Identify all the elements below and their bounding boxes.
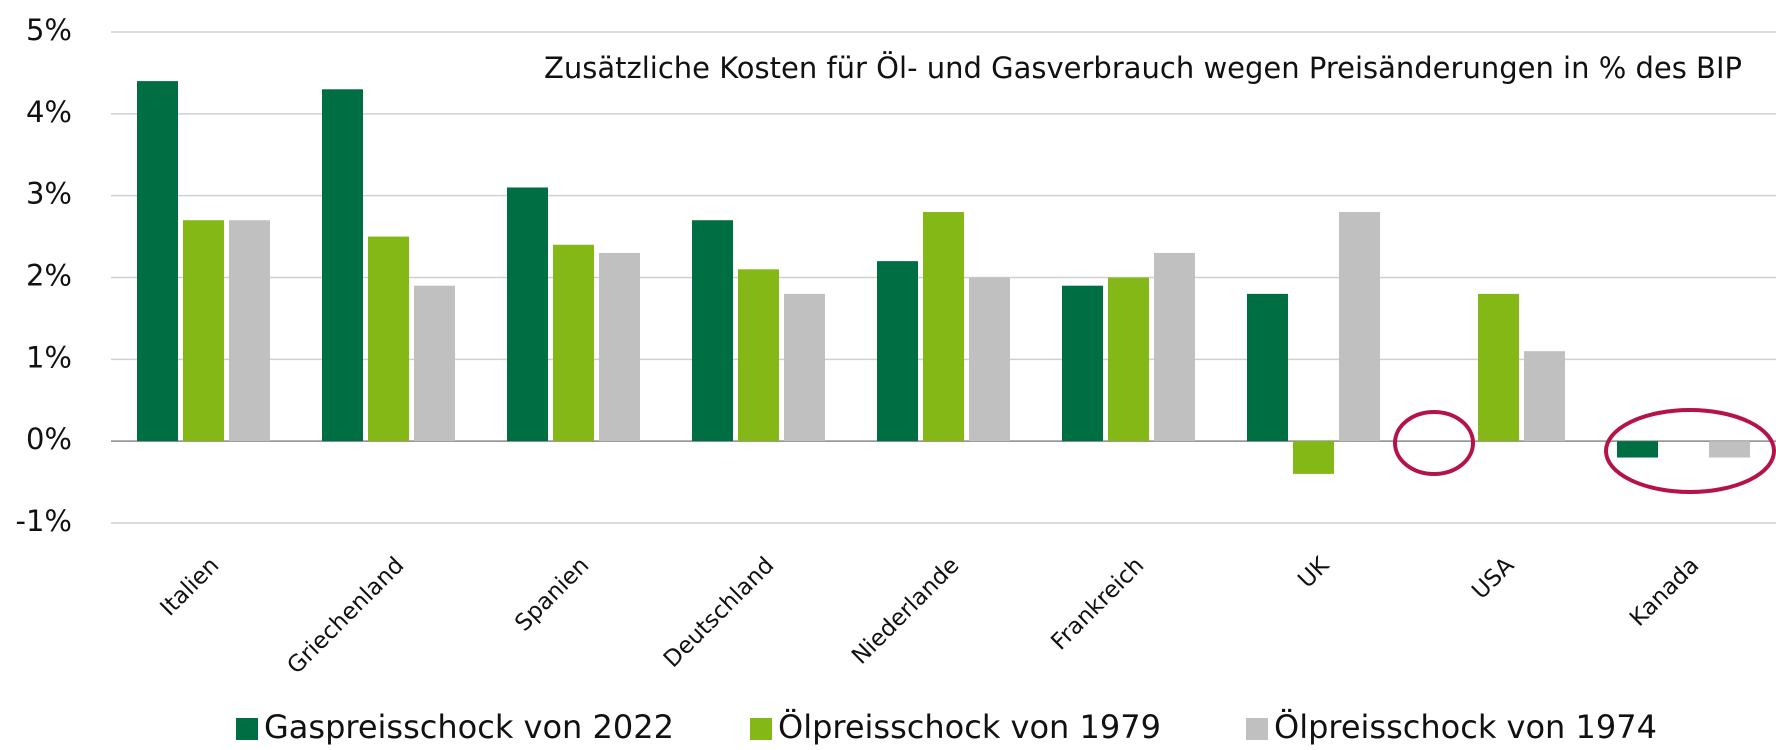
bar <box>322 89 363 442</box>
bar <box>1062 285 1103 442</box>
legend-label: Ölpreisschock von 1974 <box>1274 708 1657 746</box>
x-tick-label: Spanien <box>510 552 594 636</box>
highlight-circle <box>1393 410 1475 476</box>
x-tick-label: USA <box>1467 552 1519 604</box>
bar <box>1108 277 1149 442</box>
bar <box>784 293 825 442</box>
bar <box>553 244 594 442</box>
legend-label: Ölpreisschock von 1979 <box>778 708 1161 746</box>
x-tick-label: UK <box>1293 552 1335 594</box>
bar <box>1617 441 1658 458</box>
x-tick-label: Italien <box>155 552 224 621</box>
bar <box>183 220 224 442</box>
bar <box>923 212 964 442</box>
bar <box>1709 441 1750 458</box>
legend-label: Gaspreisschock von 2022 <box>264 708 674 746</box>
legend-swatch <box>1246 718 1268 740</box>
x-tick-label: Kanada <box>1625 552 1704 631</box>
y-tick-label: 5% <box>26 13 72 47</box>
y-tick-label: 2% <box>26 259 72 293</box>
chart-title: Zusätzliche Kosten für Öl- und Gasverbra… <box>544 51 1742 85</box>
x-tick-label: Deutschland <box>659 552 779 672</box>
legend-swatch <box>236 718 258 740</box>
bar <box>1339 212 1380 442</box>
bar <box>1293 441 1334 474</box>
bar <box>969 277 1010 442</box>
bar <box>137 81 178 442</box>
y-tick-label: 1% <box>26 340 72 374</box>
bar <box>414 285 455 442</box>
bar <box>1154 252 1195 442</box>
y-tick-label: 4% <box>26 95 72 129</box>
x-tick-label: Griechenland <box>282 552 409 679</box>
bar <box>507 187 548 442</box>
bar <box>877 261 918 442</box>
bar <box>692 220 733 442</box>
highlight-circle <box>1604 408 1776 494</box>
y-tick-label: -1% <box>16 504 72 538</box>
bar <box>1478 293 1519 442</box>
y-tick-label: 3% <box>26 177 72 211</box>
bar <box>1524 351 1565 442</box>
bar <box>229 220 270 442</box>
legend-swatch <box>750 718 772 740</box>
x-tick-label: Frankreich <box>1046 552 1149 655</box>
plot: -1% 0% 1% 2% 3% 4% 5% Italien Griechenland Spanie… <box>16 13 1776 746</box>
bar <box>1247 293 1288 442</box>
bar <box>599 252 640 442</box>
bar <box>368 236 409 442</box>
x-tick-label: Niederlande <box>847 552 964 669</box>
y-tick-label: 0% <box>26 422 72 456</box>
bar <box>738 269 779 442</box>
